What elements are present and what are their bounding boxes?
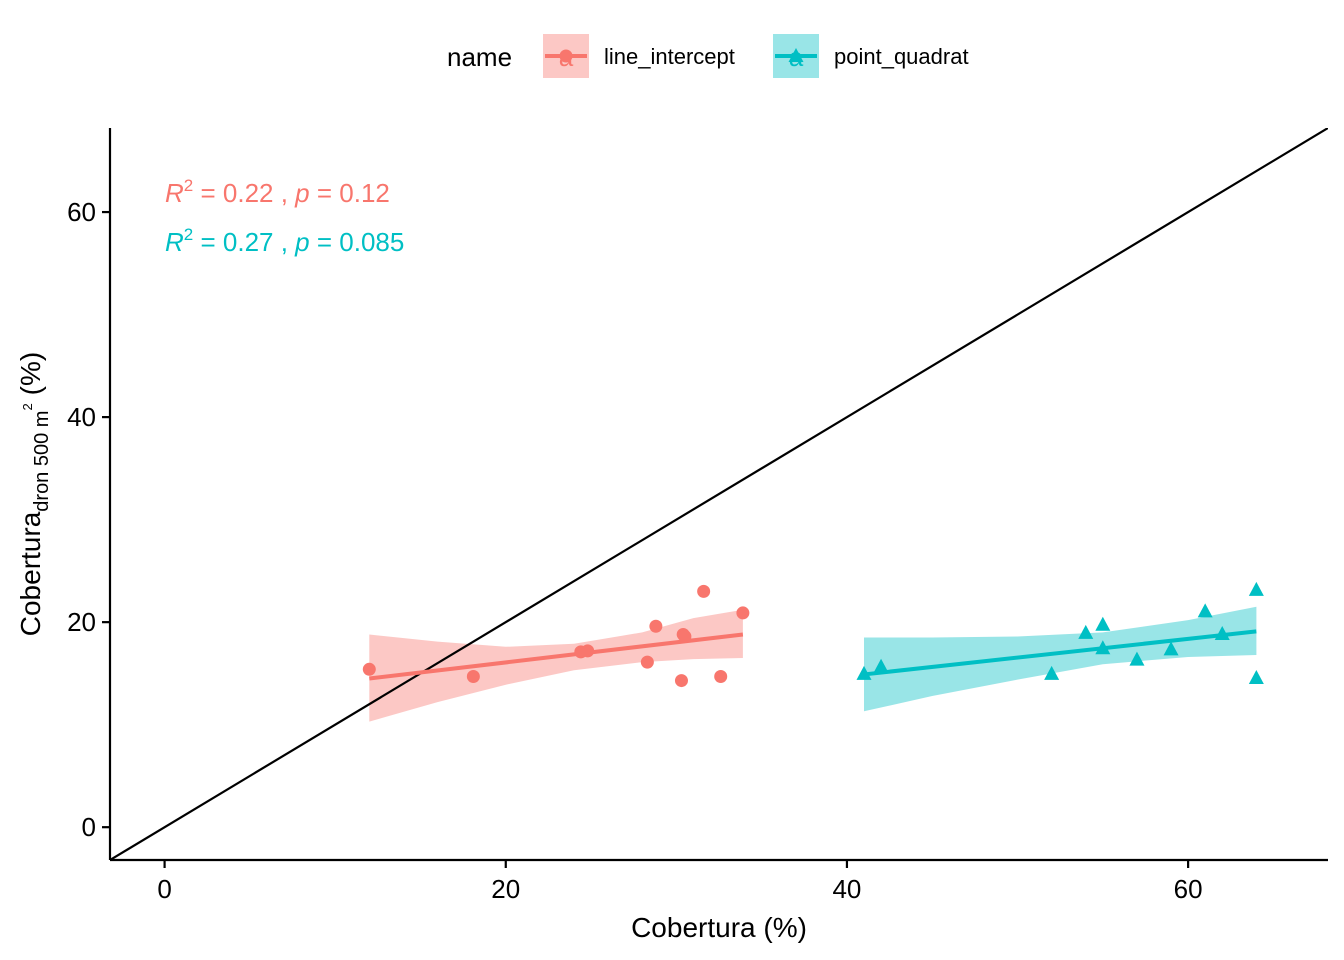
data-point-line-intercept	[640, 655, 654, 669]
x-tick-label: 60	[1174, 874, 1203, 904]
y-tick-label: 0	[82, 812, 96, 842]
data-point-point-quadrat	[1214, 625, 1230, 640]
data-point-point-quadrat	[1248, 670, 1264, 685]
confidence-band-point-quadrat	[864, 606, 1257, 712]
data-point-line-intercept	[649, 619, 663, 633]
y-tick-label: 20	[67, 607, 96, 637]
x-tick-label: 20	[491, 874, 520, 904]
data-point-line-intercept	[736, 606, 750, 620]
legend-label-line-intercept: line_intercept	[604, 44, 735, 69]
data-point-point-quadrat	[1163, 641, 1179, 656]
legend-key-marker	[559, 49, 573, 63]
data-point-point-quadrat	[1095, 616, 1111, 631]
stat-annotation-point-quadrat: R2 = 0.27 , p = 0.085	[165, 225, 404, 257]
regression-line-line-intercept	[369, 632, 744, 681]
x-tick-label: 0	[157, 874, 171, 904]
data-point-point-quadrat	[1044, 665, 1060, 680]
data-point-point-quadrat	[873, 658, 889, 673]
data-point-line-intercept	[678, 630, 692, 644]
data-point-point-quadrat	[1078, 624, 1094, 639]
y-axis-title: Coberturadron 500 m2 (%)	[15, 352, 53, 636]
stat-annotation-line-intercept: R2 = 0.22 , p = 0.12	[165, 176, 390, 208]
x-axis-title: Cobertura (%)	[631, 912, 807, 943]
data-point-point-quadrat	[1197, 603, 1213, 618]
y-axis-title-superscript: 2	[20, 403, 35, 410]
data-point-point-quadrat	[1248, 581, 1264, 596]
y-axis-title-subscript: dron 500 m	[31, 411, 53, 512]
confidence-band-line-intercept	[369, 609, 743, 722]
legend: name aline_interceptapoint_quadrat	[447, 34, 969, 78]
identity-reference-line	[110, 128, 1328, 860]
x-tick-label: 40	[832, 874, 861, 904]
axes: 0 20 40 60 0 20 40 60	[67, 128, 1328, 904]
y-tick-label: 60	[67, 197, 96, 227]
data-point-line-intercept	[466, 669, 480, 683]
y-tick-label: 40	[67, 402, 96, 432]
y-axis-title-suffix: (%)	[15, 352, 46, 396]
data-point-line-intercept	[714, 669, 728, 683]
data-point-line-intercept	[581, 644, 595, 658]
legend-label-point-quadrat: point_quadrat	[834, 44, 969, 69]
legend-key-marker	[788, 48, 804, 62]
legend-title: name	[447, 42, 512, 72]
data-point-line-intercept	[697, 584, 711, 598]
data-point-point-quadrat	[1129, 651, 1145, 666]
svg-text:Coberturadron 500 m2(%): Coberturadron 500 m2 (%)	[15, 352, 53, 636]
regression-line-point-quadrat	[863, 629, 1257, 677]
data-point-point-quadrat	[856, 665, 872, 680]
y-axis-title-main: Cobertura	[15, 511, 46, 636]
data-point-point-quadrat	[1095, 640, 1111, 655]
data-point-line-intercept	[362, 662, 376, 676]
data-point-line-intercept	[674, 674, 688, 688]
